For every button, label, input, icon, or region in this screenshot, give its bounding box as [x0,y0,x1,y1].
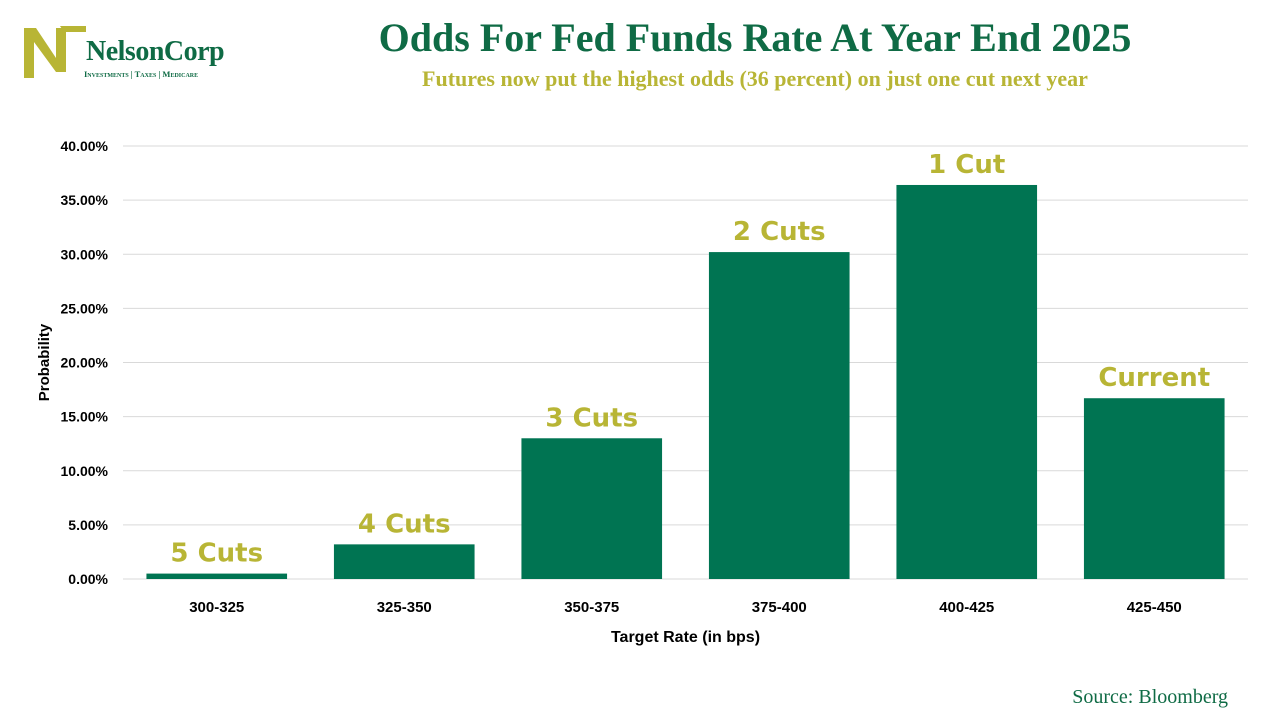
logo: NelsonCorp Investments | Taxes | Medicar… [20,22,235,84]
x-tick-label: 425-450 [1127,599,1182,616]
x-tick-label: 325-350 [377,599,432,616]
bar [333,544,475,579]
y-tick-label: 15.00% [61,409,109,425]
y-tick-label: 30.00% [61,246,109,262]
y-tick-label: 40.00% [61,138,109,154]
bar-annotation: 1 Cut [928,150,1005,180]
x-tick-label: 350-375 [564,599,619,616]
bar-annotation: 4 Cuts [358,509,451,539]
bar [521,438,663,579]
x-tick-label: 300-325 [189,599,244,616]
logo-mark-icon [24,26,86,78]
bar-annotation: Current [1098,363,1210,393]
y-tick-label: 0.00% [68,571,108,587]
x-axis-title: Target Rate (in bps) [611,629,760,646]
bar [1083,398,1225,579]
y-tick-label: 20.00% [61,355,109,371]
bar [146,573,288,579]
source-note: Source: Bloomberg [1072,686,1228,708]
bar-annotation: 3 Cuts [545,403,638,433]
y-tick-label: 35.00% [61,192,109,208]
x-tick-label: 400-425 [939,599,994,616]
bar-annotation: 2 Cuts [733,217,826,247]
bar-annotation: 5 Cuts [170,539,263,569]
y-axis-title: Probability [36,323,53,401]
y-tick-label: 5.00% [68,517,108,533]
y-tick-label: 25.00% [61,300,109,316]
x-tick-label: 375-400 [752,599,807,616]
bar [708,252,850,579]
logo-tagline: Investments | Taxes | Medicare [84,69,199,79]
bar [896,184,1038,579]
logo-name: NelsonCorp [86,36,225,67]
page-title: Odds For Fed Funds Rate At Year End 2025 [378,15,1132,60]
page-subtitle: Futures now put the highest odds (36 per… [422,66,1088,91]
y-tick-label: 10.00% [61,463,109,479]
